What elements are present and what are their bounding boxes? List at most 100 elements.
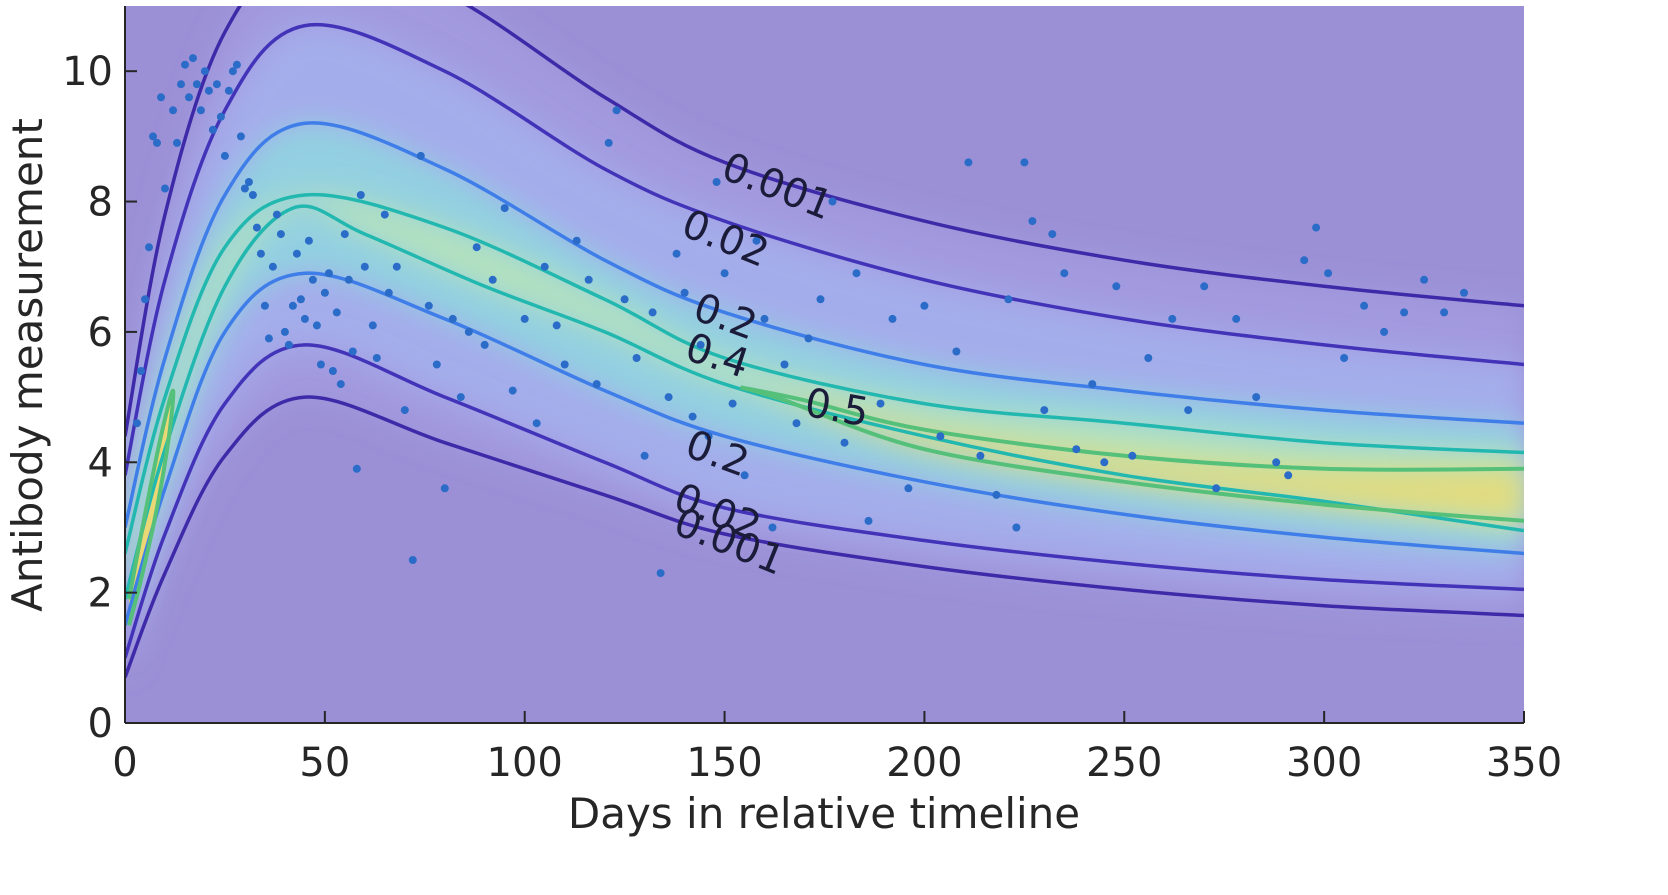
data-point: [520, 314, 529, 323]
data-point: [1184, 406, 1193, 415]
data-point: [400, 406, 409, 415]
data-point: [196, 106, 205, 115]
data-point: [664, 393, 673, 402]
data-point: [348, 347, 357, 356]
data-point: [1100, 458, 1109, 467]
contour-0_4-3: [125, 192, 1524, 554]
data-point: [720, 269, 729, 278]
data-point: [185, 93, 193, 102]
contour-0_2-5: [125, 271, 1524, 626]
data-point: [620, 295, 629, 304]
data-point: [264, 334, 273, 343]
data-point: [424, 301, 433, 310]
data-point: [173, 138, 181, 147]
data-point: [728, 399, 737, 408]
data-point: [952, 347, 961, 356]
data-point: [288, 301, 297, 310]
data-point: [1340, 354, 1349, 362]
data-point: [656, 569, 665, 578]
data-point: [480, 340, 489, 349]
y-axis-title: Antibody measurement: [3, 118, 52, 612]
y-tick-label: 2: [88, 571, 113, 617]
data-point: [584, 275, 593, 284]
contour-0_02-1: [125, 22, 1524, 476]
data-point: [332, 308, 341, 317]
data-point: [268, 262, 277, 271]
data-point: [408, 556, 417, 564]
data-point: [340, 230, 349, 239]
data-point: [1020, 158, 1029, 167]
data-point: [252, 223, 261, 232]
data-point: [177, 80, 185, 89]
data-point: [500, 204, 509, 213]
data-point: [816, 295, 825, 304]
data-point: [360, 262, 369, 271]
data-point: [161, 184, 169, 193]
data-point: [696, 340, 705, 349]
data-point: [888, 314, 897, 323]
data-point: [181, 60, 189, 69]
data-point: [572, 236, 581, 245]
data-point: [1284, 471, 1293, 480]
x-tick-label: 50: [299, 740, 350, 786]
data-point: [240, 184, 249, 193]
data-point: [672, 249, 681, 258]
data-point: [356, 191, 365, 199]
y-tick-label: 0: [88, 701, 113, 747]
data-point: [208, 125, 217, 134]
x-tick-label: 250: [1086, 740, 1162, 786]
data-point: [456, 393, 465, 402]
data-point: [704, 432, 713, 441]
y-tick-label: 4: [88, 440, 113, 486]
data-point: [1128, 451, 1137, 460]
data-point: [448, 314, 457, 323]
data-point: [920, 301, 929, 310]
data-point: [540, 262, 549, 271]
data-point: [300, 314, 309, 323]
data-point: [828, 197, 837, 206]
data-point: [284, 340, 293, 349]
data-point: [1440, 308, 1449, 317]
data-point: [1072, 445, 1081, 454]
y-tick-label: 8: [88, 180, 113, 226]
data-point: [936, 432, 945, 441]
data-point: [752, 236, 761, 245]
data-point: [488, 275, 497, 284]
data-point: [280, 327, 289, 336]
data-point: [256, 249, 265, 258]
data-point: [392, 262, 401, 271]
scatter-points: [133, 54, 1468, 578]
data-point: [1168, 314, 1177, 323]
data-point: [244, 178, 253, 186]
data-point: [316, 360, 325, 369]
contour-label: 0.5: [802, 380, 873, 436]
data-point: [1144, 354, 1153, 362]
data-point: [1012, 523, 1021, 532]
data-point: [157, 93, 165, 102]
y-tick-label: 10: [62, 49, 113, 95]
y-ticks: 0 2 4 6 8 10: [62, 49, 137, 747]
contour-0_2-2: [125, 121, 1524, 528]
data-point: [1400, 308, 1409, 317]
y-tick-label: 6: [88, 310, 113, 356]
data-point: [1212, 484, 1221, 493]
data-point: [876, 399, 885, 408]
data-point: [368, 321, 377, 330]
data-point: [248, 191, 257, 199]
x-tick-label: 100: [487, 740, 563, 786]
data-point: [200, 67, 209, 76]
data-point: [292, 249, 301, 258]
data-point: [1380, 327, 1389, 336]
x-tick-label: 300: [1286, 740, 1362, 786]
data-point: [1048, 230, 1057, 239]
data-point: [464, 327, 473, 336]
data-point: [648, 308, 657, 317]
data-point: [472, 243, 481, 252]
data-point: [1004, 295, 1013, 304]
data-point: [169, 106, 177, 115]
data-point: [592, 380, 601, 389]
data-point: [1460, 288, 1468, 297]
data-point: [372, 354, 381, 362]
contour-0_001-7: [125, 395, 1524, 679]
